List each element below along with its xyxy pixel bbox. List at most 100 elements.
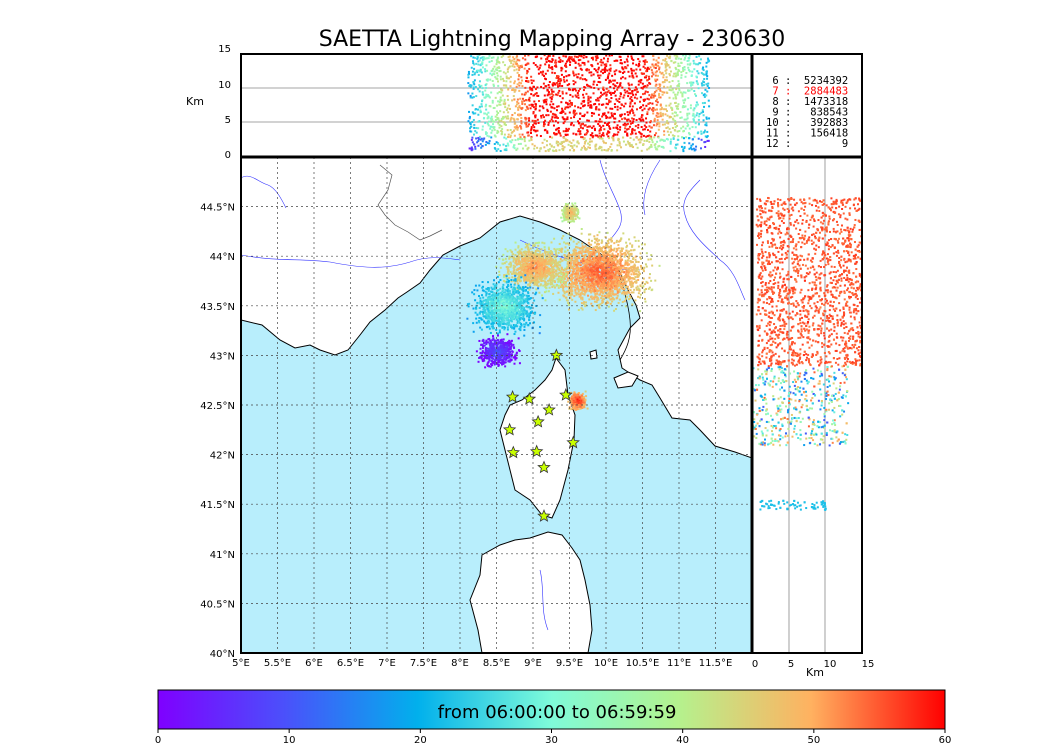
- lightning-point: [596, 292, 599, 295]
- lightning-point: [582, 266, 585, 269]
- lightning-point: [630, 291, 633, 294]
- lightning-point: [561, 237, 564, 240]
- altitude-point: [530, 137, 533, 140]
- lightning-point: [604, 236, 607, 239]
- altitude-point: [487, 95, 490, 98]
- altitude-point: [592, 73, 595, 76]
- altitude-point: [633, 114, 636, 117]
- lightning-point: [625, 241, 628, 244]
- altitude-point: [501, 128, 504, 131]
- lightning-point: [610, 261, 613, 264]
- lightning-point: [518, 249, 521, 252]
- altitude-point: [631, 57, 634, 60]
- lightning-point: [638, 296, 641, 299]
- lightning-point: [530, 272, 533, 275]
- lightning-point: [545, 290, 548, 293]
- lightning-point: [619, 250, 622, 253]
- lightning-point: [592, 265, 595, 268]
- lightning-point: [613, 283, 616, 286]
- lightning-point: [585, 288, 588, 291]
- lightning-point: [528, 280, 531, 283]
- altitude-point: [562, 149, 565, 152]
- altitude-point: [662, 73, 665, 76]
- lightning-point: [510, 280, 513, 283]
- altitude-point: [708, 105, 711, 108]
- lightning-point: [548, 286, 551, 289]
- lightning-point: [610, 240, 613, 243]
- altitude-point: [521, 57, 524, 60]
- altitude-point: [509, 85, 512, 88]
- lightning-point: [596, 264, 599, 267]
- altitude-point: [583, 62, 586, 65]
- altitude-point: [499, 103, 502, 106]
- altitude-point: [565, 127, 568, 130]
- lightning-point: [551, 258, 554, 261]
- lightning-point: [526, 256, 529, 259]
- lightning-point: [569, 263, 572, 266]
- altitude-point: [527, 123, 530, 126]
- altitude-point: [659, 71, 662, 74]
- lightning-point: [546, 260, 549, 263]
- altitude-point: [562, 78, 565, 81]
- lightning-point: [517, 246, 520, 249]
- altitude-point: [659, 111, 662, 114]
- altitude-point: [526, 77, 529, 80]
- lightning-point: [637, 292, 640, 295]
- altitude-point: [632, 111, 635, 114]
- altitude-point: [498, 91, 501, 94]
- altitude-point: [570, 117, 573, 120]
- lightning-point: [603, 274, 606, 277]
- altitude-point: [594, 134, 597, 137]
- altitude-point: [555, 128, 558, 131]
- altitude-point: [588, 68, 591, 71]
- lightning-point: [588, 298, 591, 301]
- lightning-point: [570, 288, 573, 291]
- altitude-point: [478, 54, 481, 57]
- lightning-point: [505, 260, 508, 263]
- altitude-point: [619, 107, 622, 110]
- altitude-point: [648, 107, 651, 110]
- altitude-point: [666, 63, 669, 66]
- lightning-point: [568, 289, 571, 292]
- lightning-point: [531, 250, 534, 253]
- altitude-point: [554, 120, 557, 123]
- lightning-point: [544, 282, 547, 285]
- altitude-point: [480, 100, 483, 103]
- lightning-point: [617, 285, 620, 288]
- altitude-point: [500, 56, 503, 59]
- altitude-point: [648, 77, 651, 80]
- altitude-point: [572, 88, 575, 91]
- altitude-point: [618, 101, 621, 104]
- altitude-point: [478, 59, 481, 62]
- lightning-point: [578, 252, 581, 255]
- lightning-point: [643, 288, 646, 291]
- lightning-point: [572, 259, 575, 262]
- altitude-point: [477, 113, 480, 116]
- altitude-point: [484, 68, 487, 71]
- lightning-point: [615, 265, 618, 268]
- altitude-point: [592, 103, 595, 106]
- altitude-point: [499, 78, 502, 81]
- altitude-point: [499, 149, 502, 152]
- lightning-point: [572, 261, 575, 264]
- lightning-point: [608, 271, 611, 274]
- altitude-point: [515, 60, 518, 63]
- lightning-point: [551, 285, 554, 288]
- altitude-point: [665, 91, 668, 94]
- altitude-point: [536, 94, 539, 97]
- altitude-point: [663, 91, 666, 94]
- lightning-point: [595, 301, 598, 304]
- altitude-point: [616, 124, 619, 127]
- lightning-point: [574, 252, 577, 255]
- altitude-point: [481, 128, 484, 131]
- lightning-point: [586, 276, 589, 279]
- altitude-point: [484, 112, 487, 115]
- lightning-point: [569, 294, 572, 297]
- lightning-point: [541, 272, 544, 275]
- altitude-point: [623, 113, 626, 116]
- lightning-point: [576, 284, 579, 287]
- altitude-point: [671, 107, 674, 110]
- altitude-point: [594, 69, 597, 72]
- altitude-ylabel: Km: [186, 95, 204, 108]
- altitude-point: [556, 105, 559, 108]
